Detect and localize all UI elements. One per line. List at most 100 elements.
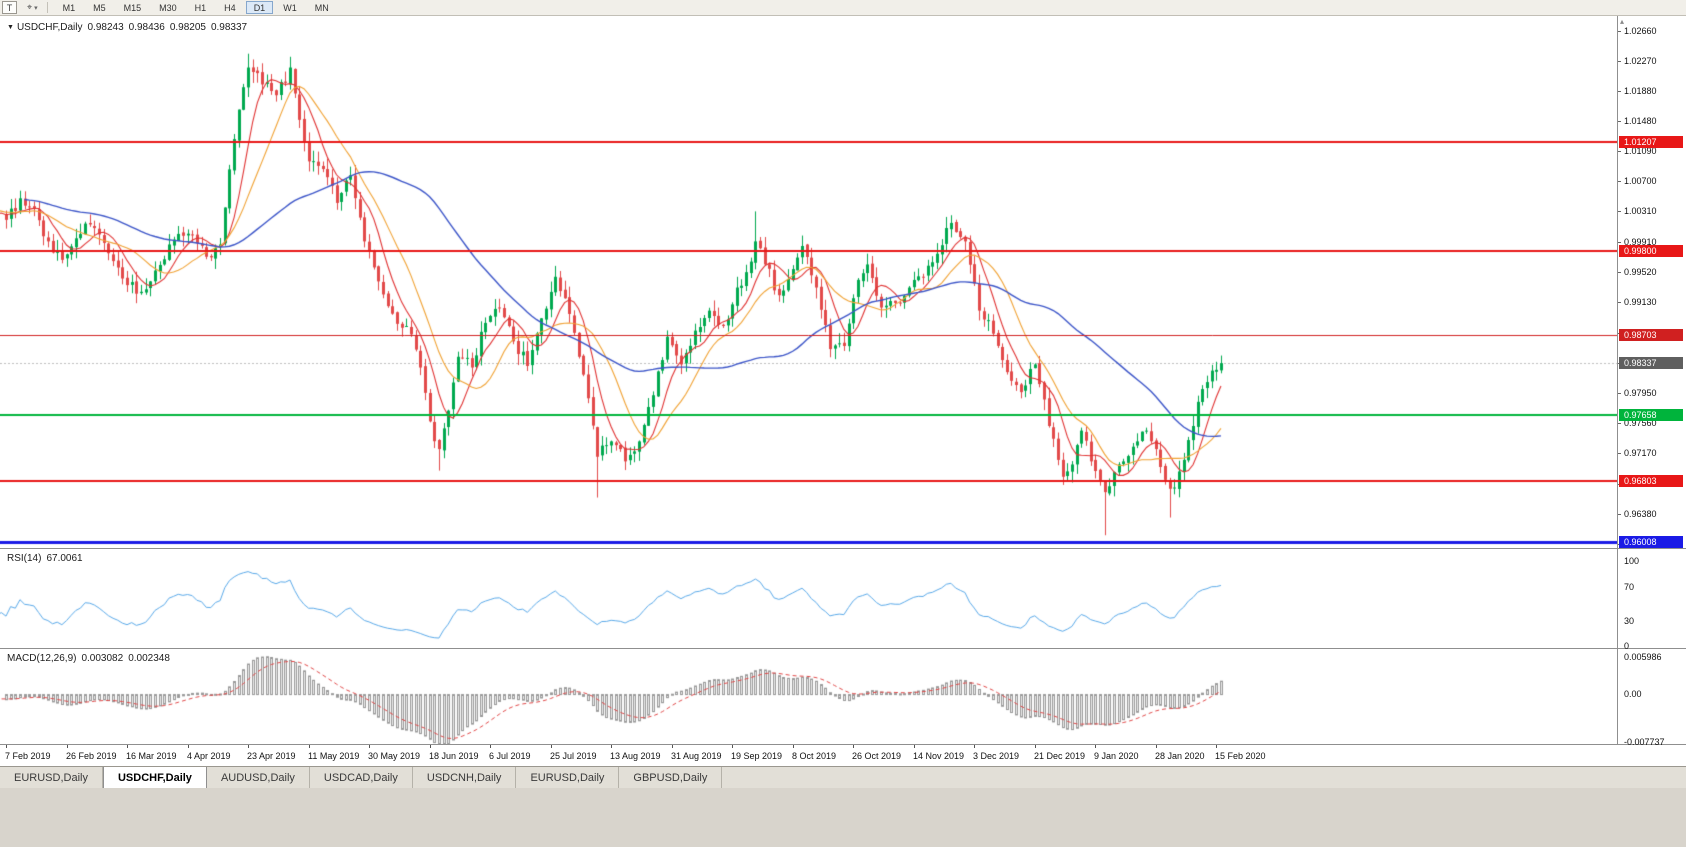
chart-tab-gbpusd[interactable]: GBPUSD,Daily	[619, 767, 723, 788]
timeframe-m15-button[interactable]: M15	[123, 3, 142, 13]
time-axis-label: 9 Jan 2020	[1094, 751, 1139, 761]
time-axis-tick	[914, 745, 915, 748]
timeframe-m1-button[interactable]: M1	[62, 3, 76, 13]
time-axis-tick	[1095, 745, 1096, 748]
rsi-axis-label: 70	[1624, 582, 1635, 592]
time-axis-label: 19 Sep 2019	[731, 751, 783, 761]
macd-value-signal: 0.002348	[128, 653, 170, 664]
macd-panel: MACD(12,26,9) 0.003082 0.002348 0.005986 0.…	[0, 648, 1686, 747]
price-axis[interactable]: ▴ 1.02660 1.02270 1.01880 1.01480 1.01090 1.0…	[1617, 16, 1686, 549]
chart-tab-usdcad[interactable]: USDCAD,Daily	[309, 767, 413, 788]
window-bottom-area	[0, 788, 1686, 847]
time-axis-label: 4 Apr 2019	[187, 751, 231, 761]
ohlc-close: 0.98337	[210, 22, 248, 33]
main-chart-canvas[interactable]	[0, 16, 1617, 548]
rsi-axis[interactable]: 100 70 30 0	[1617, 549, 1686, 651]
timeframe-m30-button[interactable]: M30	[159, 3, 177, 13]
chart-tab-usdcnh[interactable]: USDCNH,Daily	[412, 767, 517, 788]
rsi-axis-label: 0	[1624, 641, 1630, 651]
price-axis-label: 0.99910	[1624, 237, 1657, 247]
time-axis-label: 13 Aug 2019	[610, 751, 661, 761]
timeframe-buttons: M1 M5 M15 M30 H1 H4 D1 W1 MN	[54, 1, 338, 14]
timeframe-w1-button[interactable]: W1	[283, 3, 297, 13]
price-axis-tick	[1618, 121, 1621, 122]
time-axis-tick	[248, 745, 249, 748]
level-badge-0.96803: 0.96803	[1619, 475, 1683, 487]
time-axis-label: 18 Jun 2019	[429, 751, 479, 761]
chart-dropdown-icon[interactable]: ▼	[7, 24, 14, 31]
time-axis-label: 25 Jul 2019	[550, 751, 597, 761]
price-axis-label: 1.01090	[1624, 146, 1657, 156]
time-axis-label: 8 Oct 2019	[792, 751, 837, 761]
time-axis-tick	[1216, 745, 1217, 748]
level-badge-1.01207: 1.01207	[1619, 136, 1683, 148]
time-axis-tick	[551, 745, 552, 748]
price-axis-label: 1.00700	[1624, 176, 1657, 186]
macd-canvas[interactable]	[0, 649, 1617, 744]
current-price-badge: 0.98337	[1619, 357, 1683, 369]
price-axis-tick	[1618, 514, 1621, 515]
time-axis[interactable]: 7 Feb 2019 26 Feb 2019 16 Mar 2019 4 Apr 20…	[0, 744, 1686, 766]
main-chart-panel: ▼ USDCHF,Daily 0.98243 0.98436 0.98205 0.9833…	[0, 16, 1686, 549]
time-axis-label: 7 Feb 2019	[5, 751, 51, 761]
time-axis-tick	[1156, 745, 1157, 748]
timeframe-mn-button[interactable]: MN	[314, 3, 329, 13]
time-axis-tick	[6, 745, 7, 748]
time-axis-tick	[1035, 745, 1036, 748]
ohlc-open: 0.98243	[87, 22, 124, 33]
price-axis-tick	[1618, 91, 1621, 92]
time-axis-label: 31 Aug 2019	[671, 751, 722, 761]
price-axis-label: 0.97950	[1624, 388, 1657, 398]
chart-tabs: EURUSD,Daily USDCHF,Daily AUDUSD,Daily USDC…	[0, 766, 1686, 788]
price-axis-label: 0.99520	[1624, 267, 1657, 277]
time-axis-label: 21 Dec 2019	[1034, 751, 1086, 761]
level-badge-0.97658: 0.97658	[1619, 409, 1683, 421]
rsi-canvas[interactable]	[0, 549, 1617, 648]
time-axis-tick	[369, 745, 370, 748]
chart-symbol-label: USDCHF,Daily	[16, 22, 83, 33]
price-axis-label: 1.02270	[1624, 56, 1657, 66]
price-axis-label: 0.97170	[1624, 448, 1657, 458]
price-axis-tick	[1618, 61, 1621, 62]
macd-label: MACD(12,26,9) 0.003082 0.002348	[7, 653, 175, 664]
timeframe-d1-button[interactable]: D1	[245, 1, 274, 14]
time-axis-tick	[490, 745, 491, 748]
price-axis-label: 1.01880	[1624, 86, 1657, 96]
chart-title: ▼ USDCHF,Daily 0.98243 0.98436 0.98205 0.9833…	[7, 22, 247, 33]
time-axis-tick	[309, 745, 310, 748]
crosshair-tool-button[interactable]: ⌖ ▾	[24, 1, 41, 14]
price-axis-tick	[1618, 242, 1621, 243]
time-axis-tick	[611, 745, 612, 748]
price-axis-tick	[1618, 31, 1621, 32]
timeframe-m5-button[interactable]: M5	[93, 3, 106, 13]
time-axis-label: 16 Mar 2019	[126, 751, 177, 761]
macd-name: MACD(12,26,9)	[7, 653, 77, 664]
price-axis-tick	[1618, 272, 1621, 273]
time-axis-tick	[430, 745, 431, 748]
time-axis-tick	[67, 745, 68, 748]
time-axis-tick	[853, 745, 854, 748]
level-badge-0.98703: 0.98703	[1619, 329, 1683, 341]
price-axis-tick	[1618, 151, 1621, 152]
chart-tab-usdchf[interactable]: USDCHF,Daily	[102, 767, 207, 788]
time-axis-tick	[672, 745, 673, 748]
chevron-down-icon: ▾	[34, 4, 38, 12]
chart-tab-audusd[interactable]: AUDUSD,Daily	[206, 767, 310, 788]
macd-axis[interactable]: 0.005986 0.00 -0.007737	[1617, 649, 1686, 747]
time-axis-tick	[188, 745, 189, 748]
price-axis-label: 0.99130	[1624, 297, 1657, 307]
toolbar-handle[interactable]: T	[2, 1, 17, 14]
timeframe-h1-button[interactable]: H1	[194, 3, 207, 13]
scroll-up-icon[interactable]: ▴	[1620, 17, 1625, 26]
price-axis-tick	[1618, 302, 1621, 303]
chart-tab-eurusd[interactable]: EURUSD,Daily	[0, 767, 103, 788]
timeframe-h4-button[interactable]: H4	[224, 3, 236, 13]
chart-tab-eurusd[interactable]: EURUSD,Daily	[516, 767, 620, 788]
price-axis-label: 1.00310	[1624, 206, 1657, 216]
level-badge-0.96008: 0.96008	[1619, 536, 1683, 548]
time-axis-label: 30 May 2019	[368, 751, 421, 761]
time-axis-label: 14 Nov 2019	[913, 751, 965, 761]
price-axis-tick	[1618, 181, 1621, 182]
rsi-label: RSI(14) 67.0061	[7, 553, 88, 564]
price-axis-label: 0.97560	[1624, 418, 1657, 428]
